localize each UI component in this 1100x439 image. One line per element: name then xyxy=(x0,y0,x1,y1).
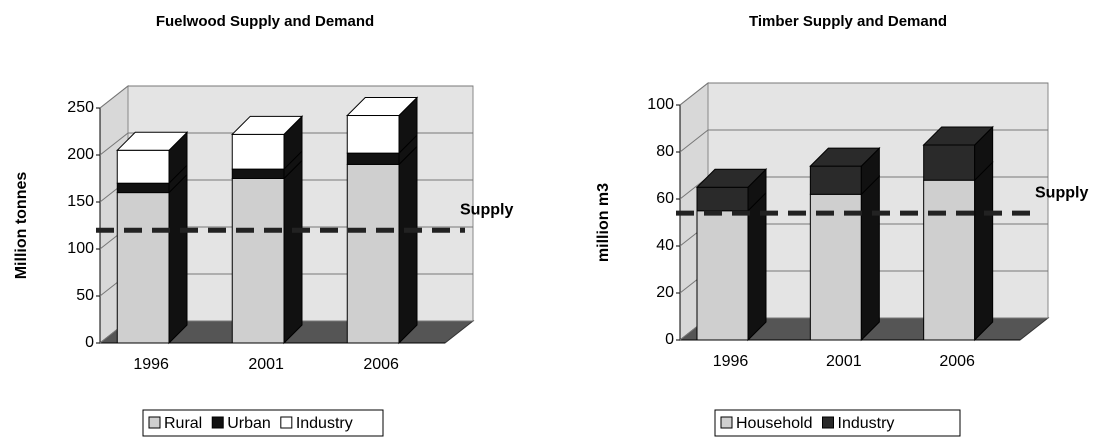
chart-title: Timber Supply and Demand xyxy=(749,13,947,30)
bar-side xyxy=(860,175,880,342)
bar-segment xyxy=(231,168,285,180)
bar-segment xyxy=(346,163,400,344)
legend-label: Industry xyxy=(838,415,895,432)
legend: Household Industry xyxy=(714,409,961,437)
bar-top xyxy=(231,115,304,135)
legend-box xyxy=(142,409,384,437)
bar-side xyxy=(974,160,994,342)
bar-segment xyxy=(923,144,976,181)
reference-label: Supply xyxy=(460,201,513,218)
bar-segment xyxy=(696,186,749,212)
legend-swatch xyxy=(720,416,733,429)
legend-label: Industry xyxy=(296,415,353,432)
bar-side xyxy=(398,145,418,345)
y-tick-label: 0 xyxy=(665,331,674,348)
legend-label: Rural xyxy=(164,415,202,432)
bar-segment xyxy=(809,165,862,195)
legend-swatch xyxy=(280,416,293,429)
bar-segment xyxy=(809,193,862,341)
bar-top xyxy=(809,147,881,167)
x-tick-label: 1996 xyxy=(133,356,169,373)
legend-label: Urban xyxy=(227,415,271,432)
bar-side xyxy=(168,173,188,345)
y-tick-label: 80 xyxy=(656,143,674,160)
y-tick-label: 40 xyxy=(656,237,674,254)
legend-label: Household xyxy=(736,415,813,432)
y-tick-label: 100 xyxy=(67,240,94,257)
y-tick-label: 50 xyxy=(76,287,94,304)
grid-line xyxy=(679,129,1048,153)
y-tick-label: 60 xyxy=(656,190,674,207)
bar-segment xyxy=(696,210,749,341)
bar-segment xyxy=(116,149,170,184)
bar-top xyxy=(922,126,994,146)
legend: Rural Urban Industry xyxy=(142,409,384,437)
bar-segment xyxy=(116,182,170,194)
y-tick-label: 200 xyxy=(67,146,94,163)
bar-segment xyxy=(923,179,976,341)
bar-segment xyxy=(116,192,170,344)
y-tick-label: 100 xyxy=(647,96,674,113)
bar-top xyxy=(695,168,768,188)
x-tick-label: 2006 xyxy=(939,353,975,370)
bar-segment xyxy=(231,133,285,170)
y-tick-label: 0 xyxy=(85,334,94,351)
bar-top xyxy=(116,131,189,151)
y-tick-label: 20 xyxy=(656,284,674,301)
bar-side xyxy=(283,159,303,345)
grid-line xyxy=(99,85,473,109)
y-tick-label: 250 xyxy=(67,99,94,116)
y-axis-label: million m3 xyxy=(595,183,612,262)
legend-swatch xyxy=(211,416,224,429)
y-axis-label: Million tonnes xyxy=(13,172,30,280)
bar-segment xyxy=(231,178,285,344)
legend-box xyxy=(714,409,961,437)
reference-label: Supply xyxy=(1035,184,1088,201)
x-tick-label: 1996 xyxy=(713,353,749,370)
x-tick-label: 2001 xyxy=(826,353,862,370)
legend-swatch xyxy=(148,416,161,429)
legend-swatch xyxy=(822,416,834,429)
bar-segment xyxy=(346,152,400,165)
bar-top xyxy=(346,97,419,117)
chart-title: Fuelwood Supply and Demand xyxy=(156,13,374,30)
y-tick-label: 150 xyxy=(67,193,94,210)
grid-line xyxy=(679,82,1048,106)
x-tick-label: 2001 xyxy=(248,356,284,373)
x-tick-label: 2006 xyxy=(363,356,399,373)
bar-segment xyxy=(346,115,400,154)
